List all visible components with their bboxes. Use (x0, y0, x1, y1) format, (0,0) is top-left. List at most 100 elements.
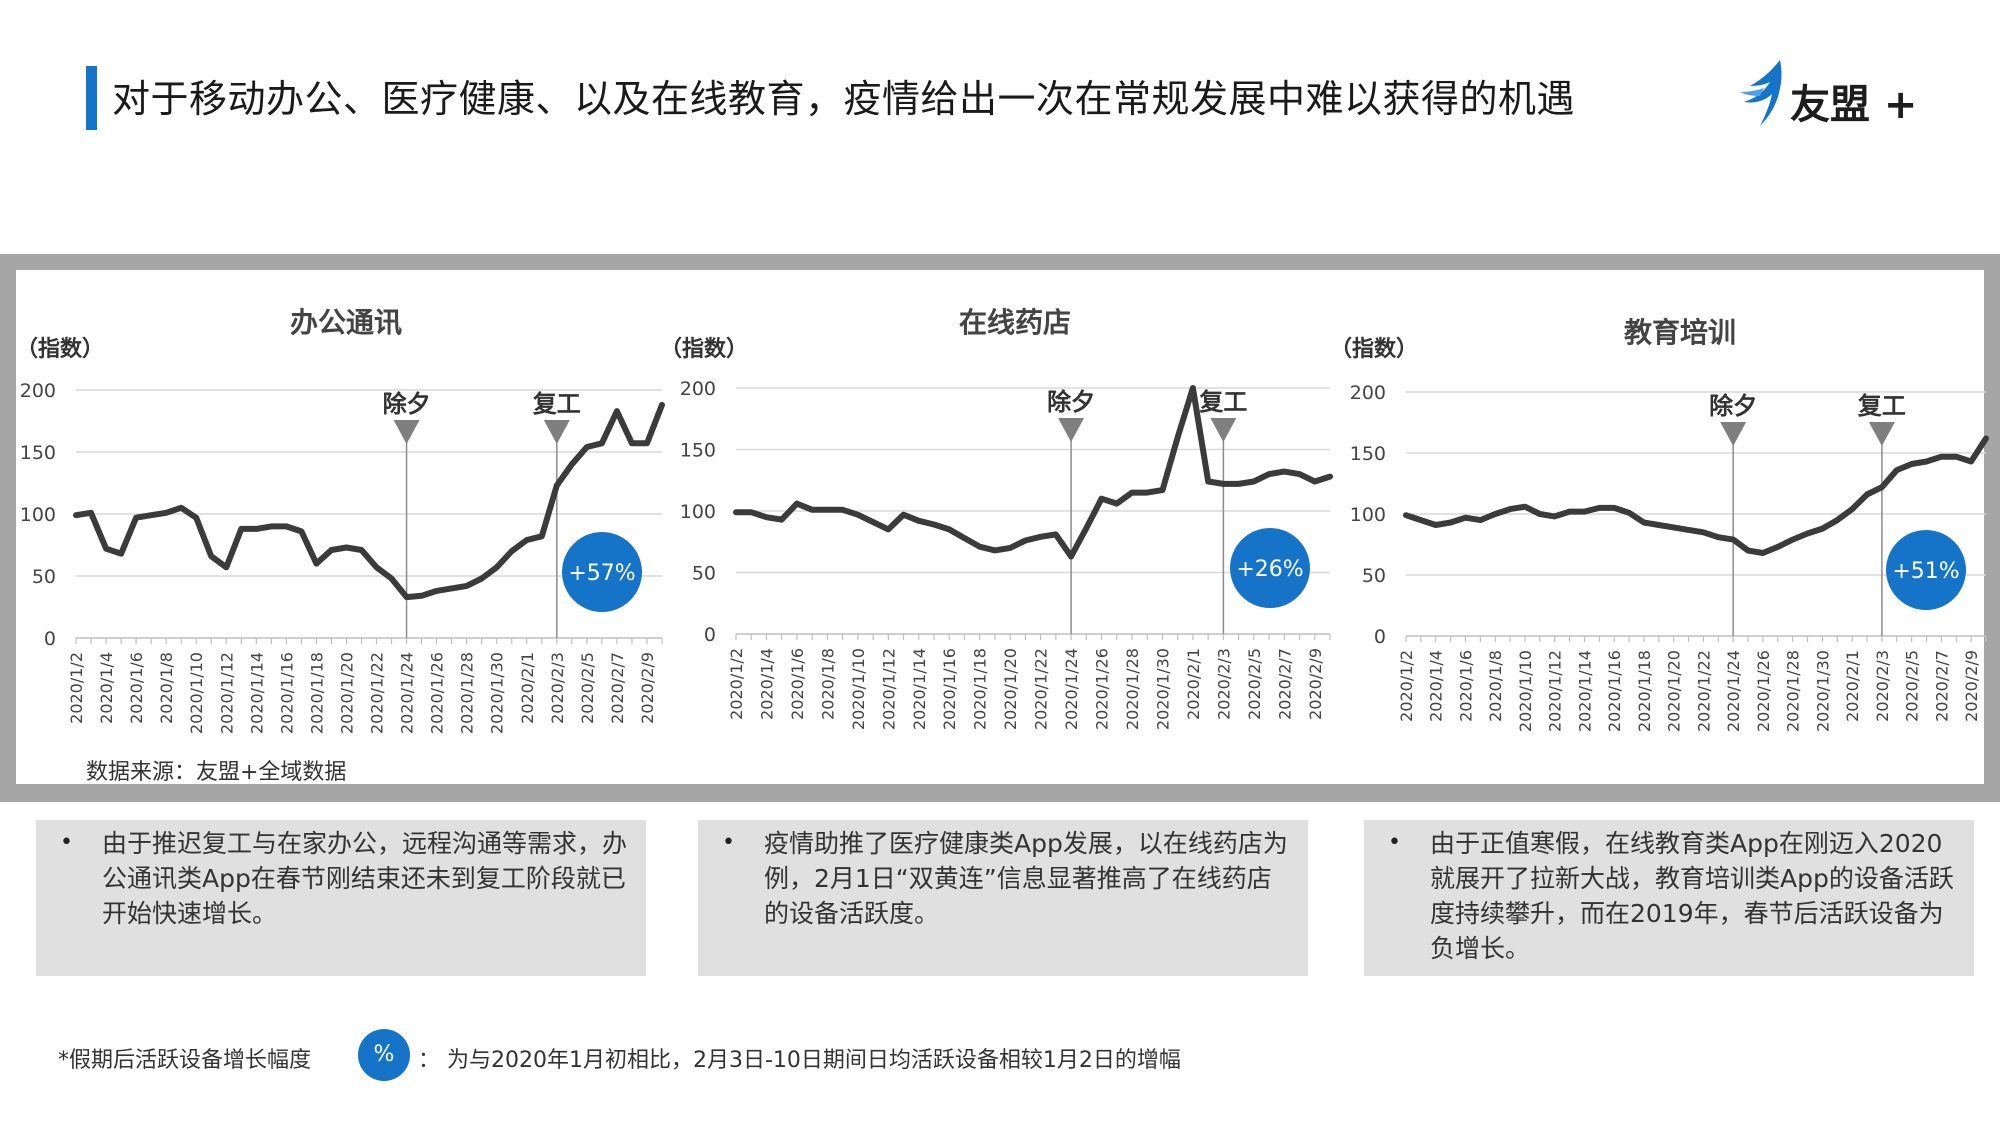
note-text: 疫情助推了医疗健康类App发展，以在线药店为例，2月1日“双黄连”信息显著推高了… (764, 829, 1288, 928)
data-point (1508, 507, 1512, 511)
data-point (164, 511, 168, 515)
x-tick-label: 2020/1/30 (1813, 650, 1832, 732)
growth-badge-label: +26% (1236, 557, 1303, 582)
x-tick-label: 2020/1/26 (428, 652, 447, 734)
note-education: • 由于正值寒假，在线教育类App在刚迈入2020就展开了拉新大战，教育培训类A… (1364, 820, 1974, 976)
y-tick-label: 200 (1350, 382, 1386, 404)
data-point (450, 586, 454, 590)
data-point (932, 523, 936, 527)
data-point (1895, 468, 1899, 472)
data-point (1313, 479, 1317, 483)
note-office: • 由于推迟复工与在家办公，远程沟通等需求，办公通讯类App在春节刚结束还未到复… (36, 820, 646, 976)
series-line (1403, 435, 1989, 556)
x-tick-label: 2020/1/28 (1784, 650, 1803, 732)
x-tick-label: 2020/1/24 (1724, 650, 1743, 732)
data-point (764, 515, 768, 519)
y-tick-label: 0 (704, 624, 716, 646)
event-marker-icon (393, 420, 420, 444)
event-label: 复工 (1857, 392, 1906, 420)
data-point (1419, 518, 1423, 522)
data-point (269, 524, 273, 528)
x-tick-label: 2020/1/22 (1694, 650, 1713, 732)
data-point (1008, 546, 1012, 550)
data-point (917, 519, 921, 523)
data-point (1404, 513, 1408, 517)
data-point (1478, 518, 1482, 522)
x-tick-label: 2020/1/2 (727, 648, 746, 720)
data-point (1191, 386, 1195, 390)
data-point (993, 548, 997, 552)
event-label: 复工 (1198, 388, 1247, 416)
data-point (1115, 502, 1119, 506)
bird-icon (1740, 60, 1782, 126)
bullet: • (722, 830, 735, 855)
footnote-prefix: *假期后活跃设备增长幅度 (58, 1048, 312, 1073)
chart-online-pharmacy: 在线药店 （指数） 0 50 100 150 200 2020/1/2 2020/1/4 2020… (660, 306, 1333, 730)
x-tick-label: 2020/1/20 (1001, 648, 1020, 730)
data-point (1282, 470, 1286, 474)
bullet: • (1388, 830, 1401, 855)
x-tick-label: 2020/2/1 (1184, 648, 1203, 720)
data-point (1716, 535, 1720, 539)
x-tick-label: 2020/1/6 (127, 652, 146, 724)
data-point (179, 506, 183, 510)
growth-badge (562, 532, 642, 612)
event-marker-icon (1720, 422, 1747, 446)
x-tick-label: 2020/1/12 (217, 652, 236, 734)
data-point (284, 524, 288, 528)
bullet: • (60, 830, 73, 855)
x-tick-label: 2020/1/8 (157, 652, 176, 724)
x-tick-label: 2020/1/6 (788, 648, 807, 720)
data-point (660, 403, 664, 407)
x-tick-label: 2020/1/2 (1397, 650, 1416, 722)
data-point (1731, 538, 1735, 542)
x-tick-label: 2020/2/1 (1843, 650, 1862, 722)
data-point (1039, 535, 1043, 539)
x-tick-label: 2020/1/2 (67, 652, 86, 724)
x-tick-label: 2020/2/7 (1275, 648, 1294, 720)
data-point (1434, 523, 1438, 527)
event-marker-icon (1058, 418, 1085, 442)
data-point (314, 562, 318, 566)
data-point (645, 441, 649, 445)
data-point (1582, 510, 1586, 514)
data-point (1925, 460, 1929, 464)
data-point (344, 545, 348, 549)
x-tick-label: 2020/2/9 (638, 652, 657, 724)
data-point (1984, 436, 1988, 440)
x-tick-label: 2020/2/1 (518, 652, 537, 724)
event-marker-icon (1868, 422, 1895, 446)
x-tick-label: 2020/1/14 (910, 648, 929, 730)
data-point (1791, 538, 1795, 542)
data-point (585, 445, 589, 449)
data-point (1206, 479, 1210, 483)
data-point (329, 548, 333, 552)
x-tick-label: 2020/1/28 (1123, 648, 1142, 730)
data-point (390, 576, 394, 580)
page-title: 对于移动办公、医疗健康、以及在线教育，疫情给出一次在常规发展中难以获得的机遇 (112, 77, 1576, 121)
data-point (1672, 525, 1676, 529)
y-axis-label: （指数） (16, 336, 104, 362)
x-tick-label: 2020/2/9 (1962, 650, 1981, 722)
data-point (405, 595, 409, 599)
data-point (74, 513, 78, 517)
data-source: 数据来源：友盟+全域数据 (86, 760, 347, 785)
series-line (73, 401, 665, 601)
data-point (1221, 482, 1225, 486)
growth-badge (1230, 528, 1310, 608)
data-point (962, 536, 966, 540)
y-tick-label: 0 (1374, 626, 1386, 648)
data-point (89, 511, 93, 515)
x-tick-label: 2020/1/12 (879, 648, 898, 730)
x-tick-label: 2020/2/9 (1306, 648, 1325, 720)
y-tick-label: 200 (20, 380, 56, 402)
x-tick-label: 2020/1/10 (849, 648, 868, 730)
data-point (525, 538, 529, 542)
x-tick-label: 2020/1/30 (1153, 648, 1172, 730)
data-point (902, 513, 906, 517)
y-tick-label: 200 (680, 378, 716, 400)
data-point (299, 529, 303, 533)
title-accent-bar (86, 66, 97, 130)
x-tick-label: 2020/1/28 (458, 652, 477, 734)
data-point (1084, 526, 1088, 530)
